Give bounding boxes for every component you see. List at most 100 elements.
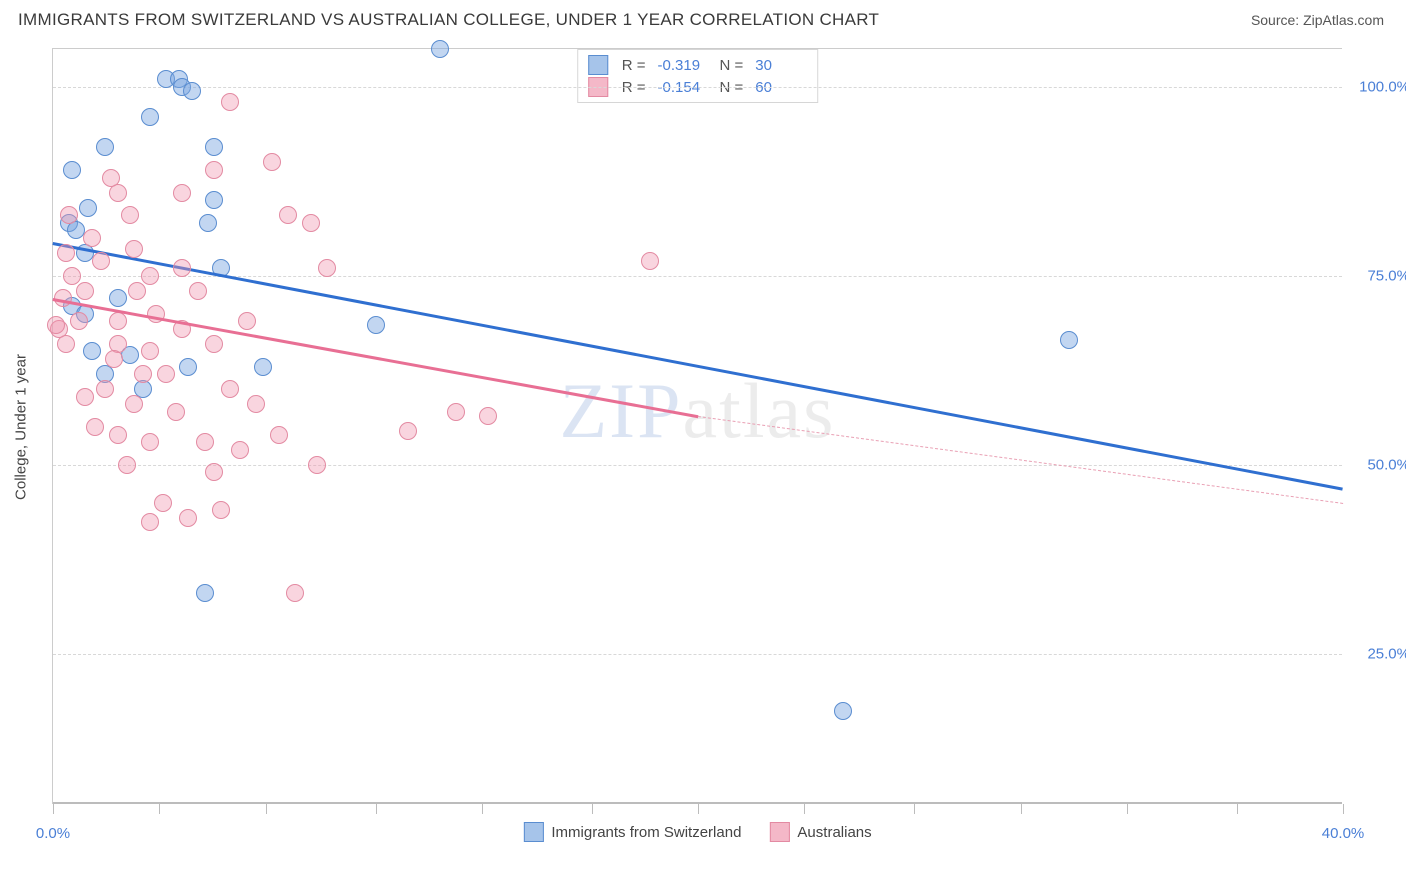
- data-point-aus: [308, 456, 326, 474]
- data-point-swiss: [834, 702, 852, 720]
- data-point-aus: [128, 282, 146, 300]
- x-tick: [698, 804, 699, 814]
- legend-item-aus: Australians: [769, 822, 871, 842]
- data-point-aus: [76, 282, 94, 300]
- x-tick: [1021, 804, 1022, 814]
- data-point-aus: [83, 229, 101, 247]
- series-name-aus: Australians: [797, 824, 871, 841]
- data-point-swiss: [205, 138, 223, 156]
- data-point-swiss: [199, 214, 217, 232]
- x-tick: [592, 804, 593, 814]
- x-tick-label: 40.0%: [1322, 825, 1365, 842]
- N-value-swiss: 30: [755, 57, 803, 74]
- data-point-aus: [279, 206, 297, 224]
- data-point-aus: [154, 494, 172, 512]
- data-point-aus: [109, 312, 127, 330]
- data-point-swiss: [1060, 331, 1078, 349]
- x-tick: [804, 804, 805, 814]
- y-axis-label: College, Under 1 year: [13, 354, 30, 500]
- data-point-swiss: [196, 584, 214, 602]
- x-tick: [376, 804, 377, 814]
- data-point-aus: [205, 463, 223, 481]
- y-tick-label: 25.0%: [1350, 645, 1406, 662]
- data-point-swiss: [109, 289, 127, 307]
- data-point-aus: [86, 418, 104, 436]
- data-point-aus: [263, 153, 281, 171]
- series-name-swiss: Immigrants from Switzerland: [551, 824, 741, 841]
- swatch-swiss: [523, 822, 543, 842]
- source-label: Source:: [1251, 12, 1299, 28]
- data-point-aus: [70, 312, 88, 330]
- data-point-aus: [205, 161, 223, 179]
- data-point-aus: [270, 426, 288, 444]
- data-point-aus: [47, 316, 65, 334]
- data-point-aus: [121, 206, 139, 224]
- swatch-aus: [769, 822, 789, 842]
- data-point-aus: [96, 380, 114, 398]
- data-point-aus: [205, 335, 223, 353]
- data-point-aus: [125, 395, 143, 413]
- data-point-aus: [134, 365, 152, 383]
- data-point-aus: [141, 342, 159, 360]
- x-tick: [482, 804, 483, 814]
- data-point-aus: [479, 407, 497, 425]
- x-tick: [1237, 804, 1238, 814]
- swatch-swiss: [588, 55, 608, 75]
- data-point-aus: [57, 335, 75, 353]
- data-point-aus: [157, 365, 175, 383]
- data-point-aus: [141, 513, 159, 531]
- data-point-aus: [102, 169, 120, 187]
- data-point-aus: [109, 426, 127, 444]
- data-point-aus: [318, 259, 336, 277]
- data-point-aus: [141, 433, 159, 451]
- data-point-aus: [141, 267, 159, 285]
- data-point-aus: [76, 388, 94, 406]
- data-point-swiss: [141, 108, 159, 126]
- data-point-aus: [125, 240, 143, 258]
- data-point-aus: [189, 282, 207, 300]
- x-tick-label: 0.0%: [36, 825, 70, 842]
- data-point-aus: [212, 501, 230, 519]
- data-point-aus: [173, 259, 191, 277]
- data-point-aus: [447, 403, 465, 421]
- data-point-swiss: [63, 161, 81, 179]
- watermark-atlas: atlas: [683, 367, 836, 454]
- data-point-aus: [92, 252, 110, 270]
- legend-item-swiss: Immigrants from Switzerland: [523, 822, 741, 842]
- data-point-aus: [302, 214, 320, 232]
- data-point-swiss: [179, 358, 197, 376]
- y-tick-label: 50.0%: [1350, 456, 1406, 473]
- data-point-aus: [57, 244, 75, 262]
- data-point-aus: [179, 509, 197, 527]
- watermark: ZIPatlas: [560, 366, 836, 456]
- data-point-aus: [60, 206, 78, 224]
- data-point-swiss: [79, 199, 97, 217]
- source-attribution: Source: ZipAtlas.com: [1251, 12, 1384, 28]
- gridline-h: [53, 654, 1342, 655]
- x-tick: [914, 804, 915, 814]
- data-point-aus: [221, 380, 239, 398]
- data-point-aus: [247, 395, 265, 413]
- R-value-swiss: -0.319: [658, 57, 706, 74]
- y-tick-label: 75.0%: [1350, 267, 1406, 284]
- scatter-chart: College, Under 1 year ZIPatlas R = -0.31…: [52, 48, 1342, 804]
- N-label: N =: [720, 57, 744, 74]
- legend-correlation: R = -0.319 N = 30 R = -0.154 N = 60: [577, 49, 819, 103]
- data-point-aus: [231, 441, 249, 459]
- data-point-aus: [105, 350, 123, 368]
- chart-title: IMMIGRANTS FROM SWITZERLAND VS AUSTRALIA…: [18, 10, 879, 30]
- gridline-h: [53, 465, 1342, 466]
- data-point-swiss: [254, 358, 272, 376]
- data-point-aus: [286, 584, 304, 602]
- data-point-aus: [173, 184, 191, 202]
- chart-header: IMMIGRANTS FROM SWITZERLAND VS AUSTRALIA…: [0, 0, 1406, 36]
- data-point-swiss: [205, 191, 223, 209]
- y-tick-label: 100.0%: [1350, 78, 1406, 95]
- data-point-swiss: [83, 342, 101, 360]
- data-point-aus: [118, 456, 136, 474]
- x-tick: [159, 804, 160, 814]
- data-point-swiss: [96, 138, 114, 156]
- legend-series: Immigrants from Switzerland Australians: [523, 822, 871, 842]
- source-name: ZipAtlas.com: [1303, 12, 1384, 28]
- x-tick: [1127, 804, 1128, 814]
